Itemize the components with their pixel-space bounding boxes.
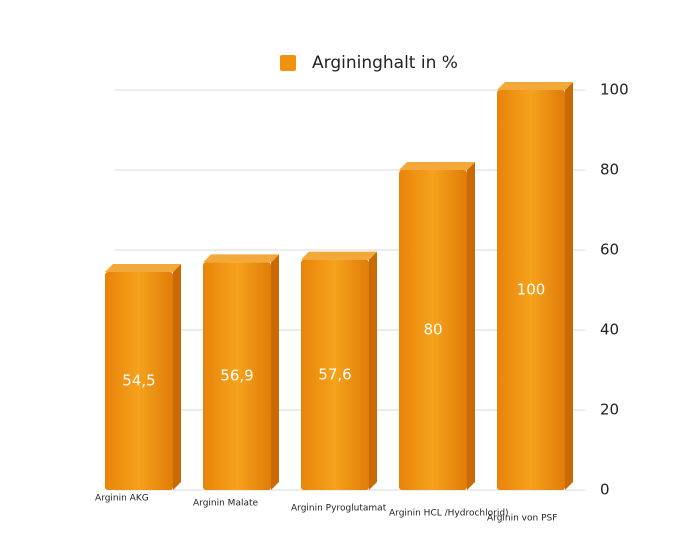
bar-side	[467, 162, 475, 490]
bar	[301, 259, 369, 490]
bar-side	[271, 254, 279, 490]
y-tick-label: 40	[600, 321, 619, 339]
y-tick-label: 100	[600, 81, 629, 99]
y-tick-label: 80	[600, 161, 619, 179]
bar-top	[203, 254, 279, 263]
bar-top	[497, 82, 573, 90]
bar	[399, 170, 467, 490]
bar	[105, 272, 173, 490]
value-label: 57,6	[318, 365, 351, 383]
bar-side	[565, 82, 573, 490]
value-label: 54,5	[122, 372, 155, 390]
legend-label: Argininghalt in %	[312, 53, 458, 73]
y-tick-label: 20	[600, 401, 619, 419]
bar-top	[399, 162, 475, 170]
bar-top	[301, 251, 377, 260]
x-tick-label: Arginin Malate	[193, 499, 259, 509]
bar-top	[105, 264, 181, 272]
x-tick-label: Arginin HCL /Hydrochlorid)	[389, 509, 509, 519]
bar	[497, 90, 565, 490]
value-label: 80	[423, 321, 442, 339]
bar-side	[369, 251, 377, 490]
value-label: 56,9	[220, 367, 253, 385]
x-tick-label: Arginin AKG	[95, 494, 149, 504]
x-tick-label: Arginin von PSF	[487, 514, 557, 524]
y-tick-label: 60	[600, 241, 619, 259]
value-label: 100	[517, 281, 546, 299]
legend-swatch	[280, 55, 296, 71]
y-tick-label: 0	[600, 481, 610, 499]
bar	[203, 262, 271, 490]
x-tick-label: Arginin Pyroglutamat	[291, 504, 387, 514]
bar-side	[173, 264, 181, 490]
